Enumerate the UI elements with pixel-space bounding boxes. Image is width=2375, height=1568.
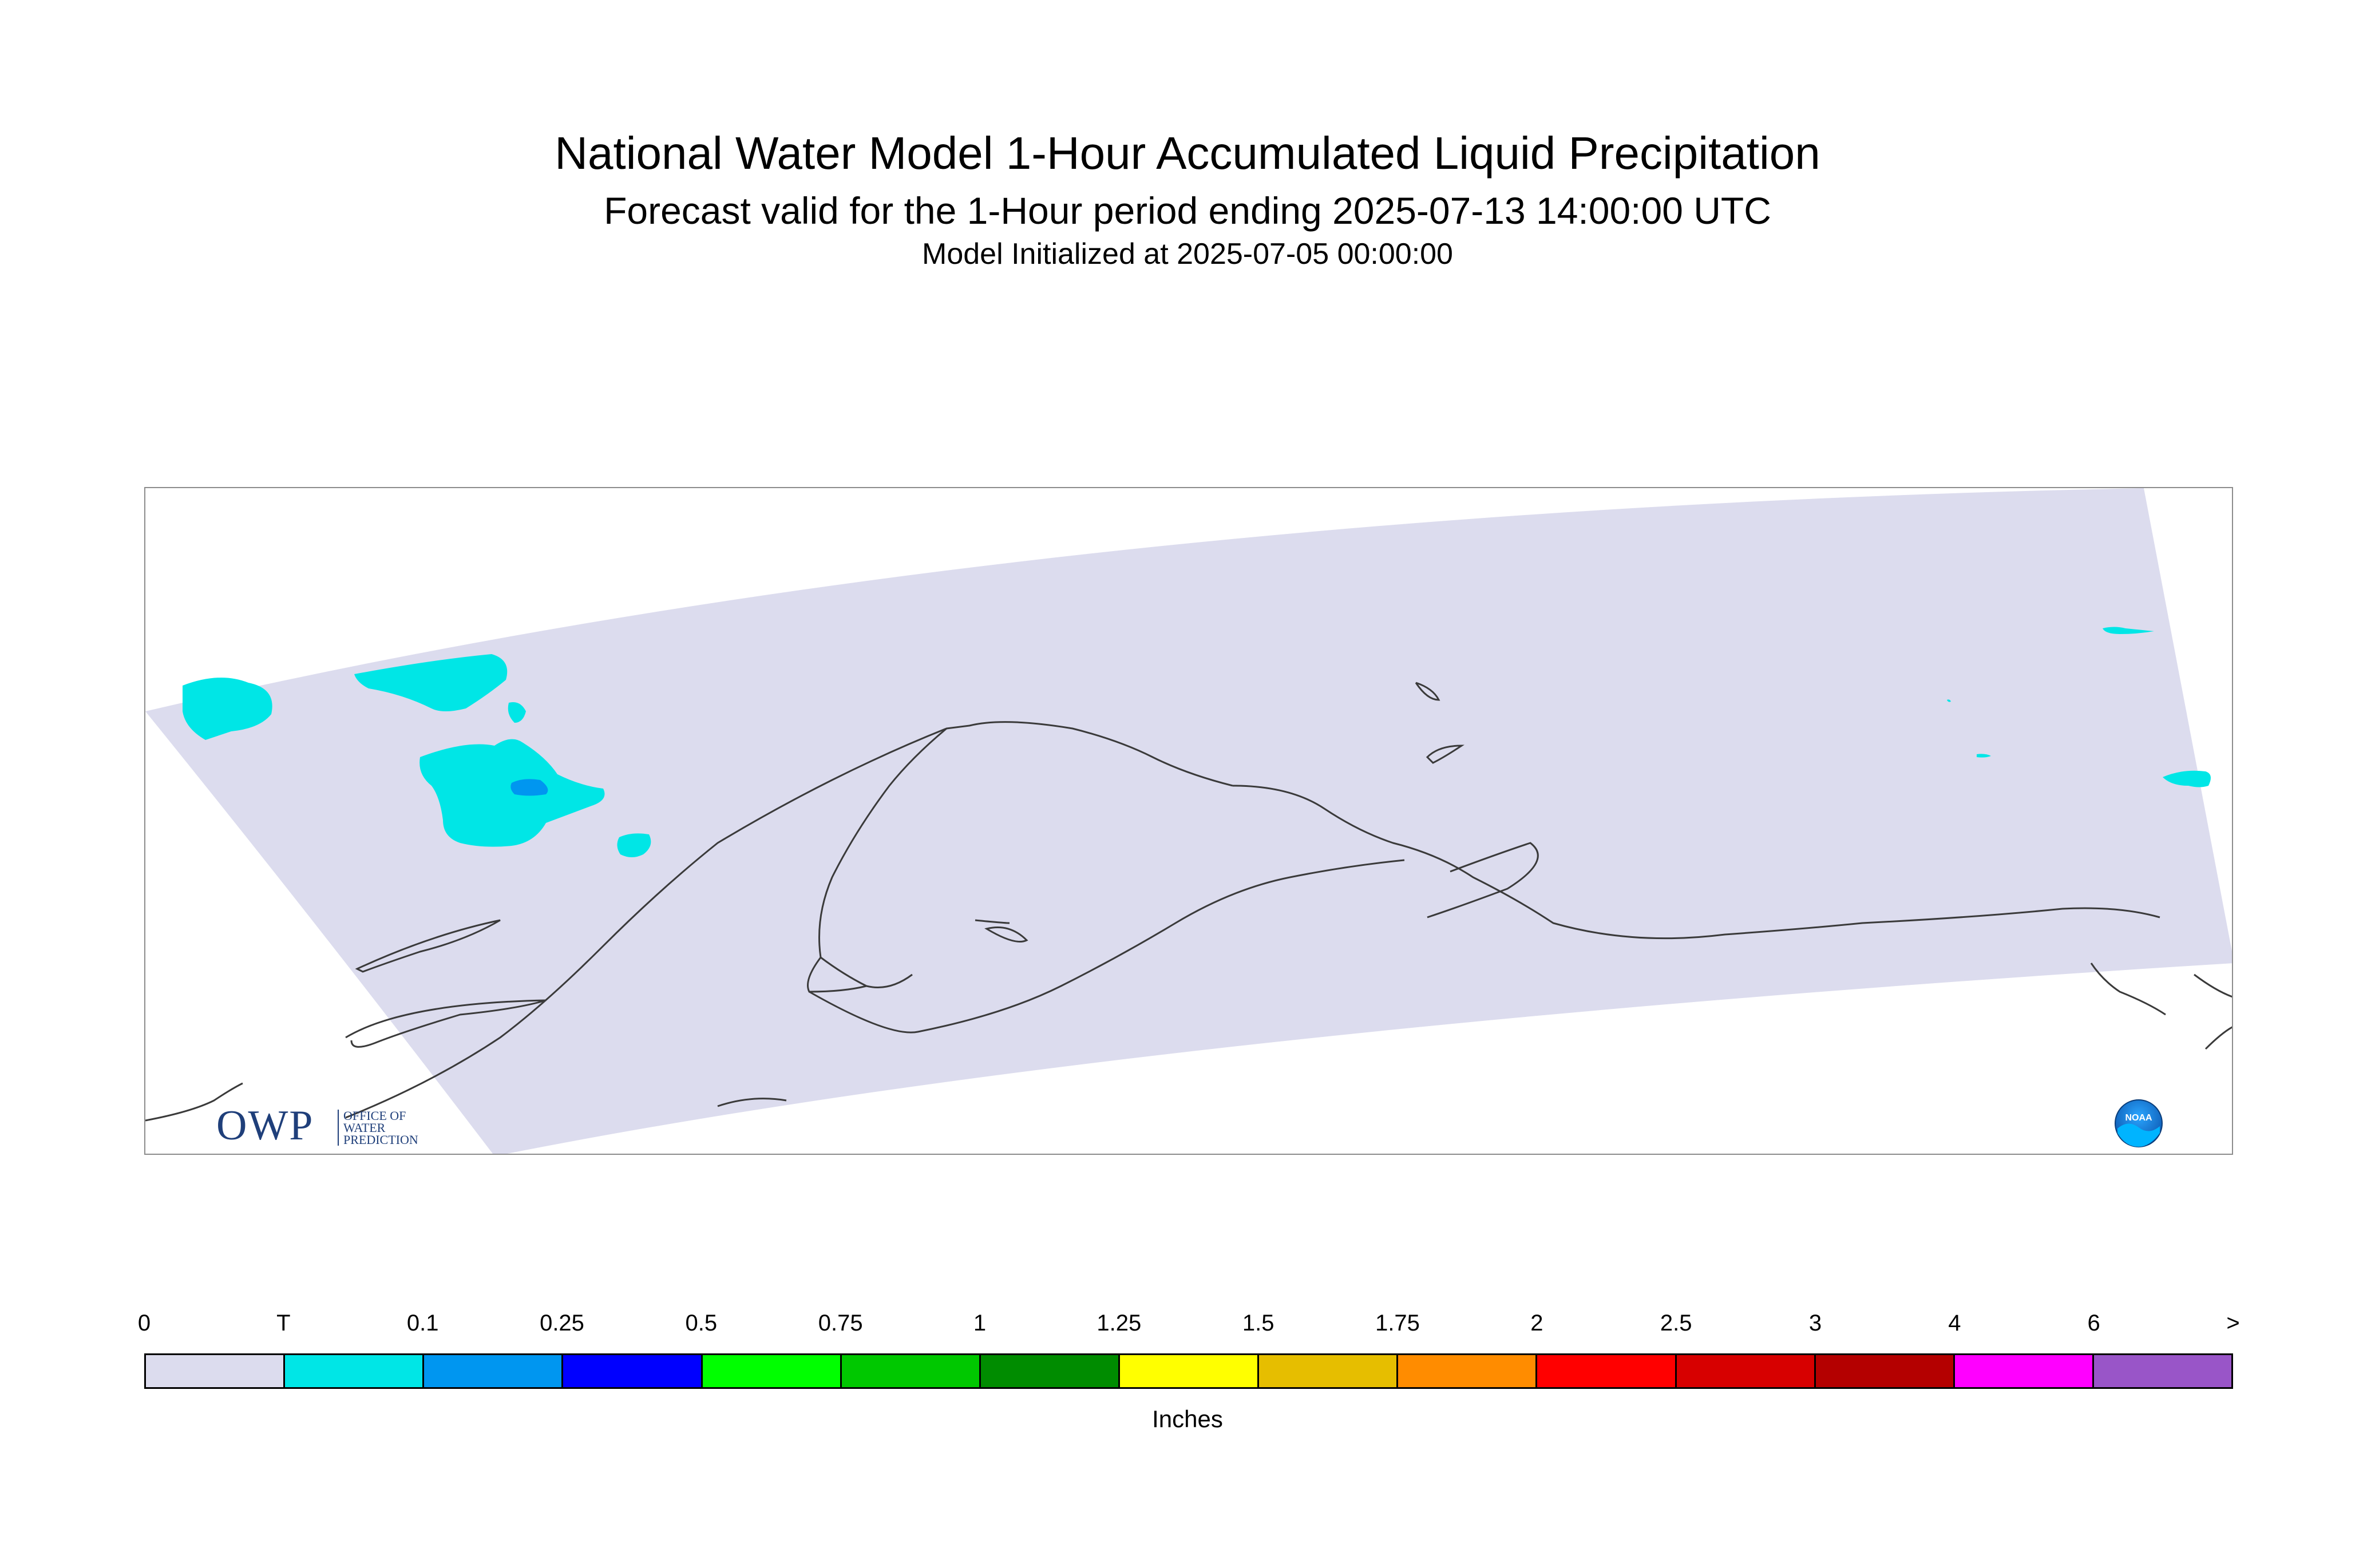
precip-trace-areas — [183, 627, 2211, 857]
coastline — [145, 682, 2232, 1122]
colorbar-segment — [1676, 1355, 1816, 1387]
colorbar-tick-label: T — [276, 1310, 291, 1336]
colorbar-tick-label: 1.5 — [1242, 1310, 1274, 1336]
colorbar-labels: 0 T 0.1 0.25 0.5 0.75 1 1.25 1.5 1.75 2 2.5 3 4 6 > — [0, 1310, 2375, 1345]
colorbar-segment — [424, 1355, 564, 1387]
colorbar-segment — [841, 1355, 981, 1387]
colorbar-segment — [980, 1355, 1120, 1387]
colorbar-segment — [285, 1355, 425, 1387]
colorbar-segment — [1259, 1355, 1399, 1387]
colorbar-units-label: Inches — [1152, 1405, 1223, 1432]
colorbar-tick-label: 1.25 — [1097, 1310, 1142, 1336]
colorbar-tick-label: 4 — [1948, 1310, 1961, 1336]
colorbar-segment — [563, 1355, 703, 1387]
colorbar-segment — [146, 1355, 286, 1387]
colorbar-tick-label: 0.75 — [818, 1310, 863, 1336]
forecast-valid-subtitle: Forecast valid for the 1-Hour period end… — [604, 189, 1771, 232]
colorbar-tick-label: 2.5 — [1660, 1310, 1692, 1336]
colorbar-segment — [1398, 1355, 1538, 1387]
model-init-line: Model Initialized at 2025-07-05 00:00:00 — [922, 237, 1453, 271]
colorbar-segment — [702, 1355, 842, 1387]
colorbar-tick-label: 0.25 — [540, 1310, 584, 1336]
colorbar-segment — [1119, 1355, 1260, 1387]
colorbar-tick-label: 0.1 — [406, 1310, 439, 1336]
colorbar-tick-label: 2 — [1530, 1310, 1543, 1336]
colorbar — [144, 1353, 2233, 1389]
colorbar-tick-label: 0.5 — [685, 1310, 718, 1336]
svg-text:NOAA: NOAA — [2125, 1113, 2152, 1123]
precipitation-map — [144, 487, 2233, 1155]
colorbar-segment — [2093, 1355, 2232, 1387]
colorbar-tick-label: 0 — [137, 1310, 151, 1336]
noaa-logo: NOAA — [2114, 1099, 2163, 1148]
colorbar-segment — [1954, 1355, 2094, 1387]
map-title: National Water Model 1-Hour Accumulated … — [555, 128, 1820, 179]
colorbar-tick-label: 6 — [2087, 1310, 2100, 1336]
colorbar-tick-label: 1.75 — [1375, 1310, 1420, 1336]
colorbar-tick-label: > — [2226, 1310, 2240, 1336]
colorbar-segment — [1537, 1355, 1677, 1387]
colorbar-segment — [1815, 1355, 1955, 1387]
colorbar-tick-label: 3 — [1808, 1310, 1822, 1336]
precip-0.1-areas — [510, 779, 548, 796]
model-domain-area — [145, 488, 2232, 1154]
colorbar-tick-label: 1 — [973, 1310, 987, 1336]
